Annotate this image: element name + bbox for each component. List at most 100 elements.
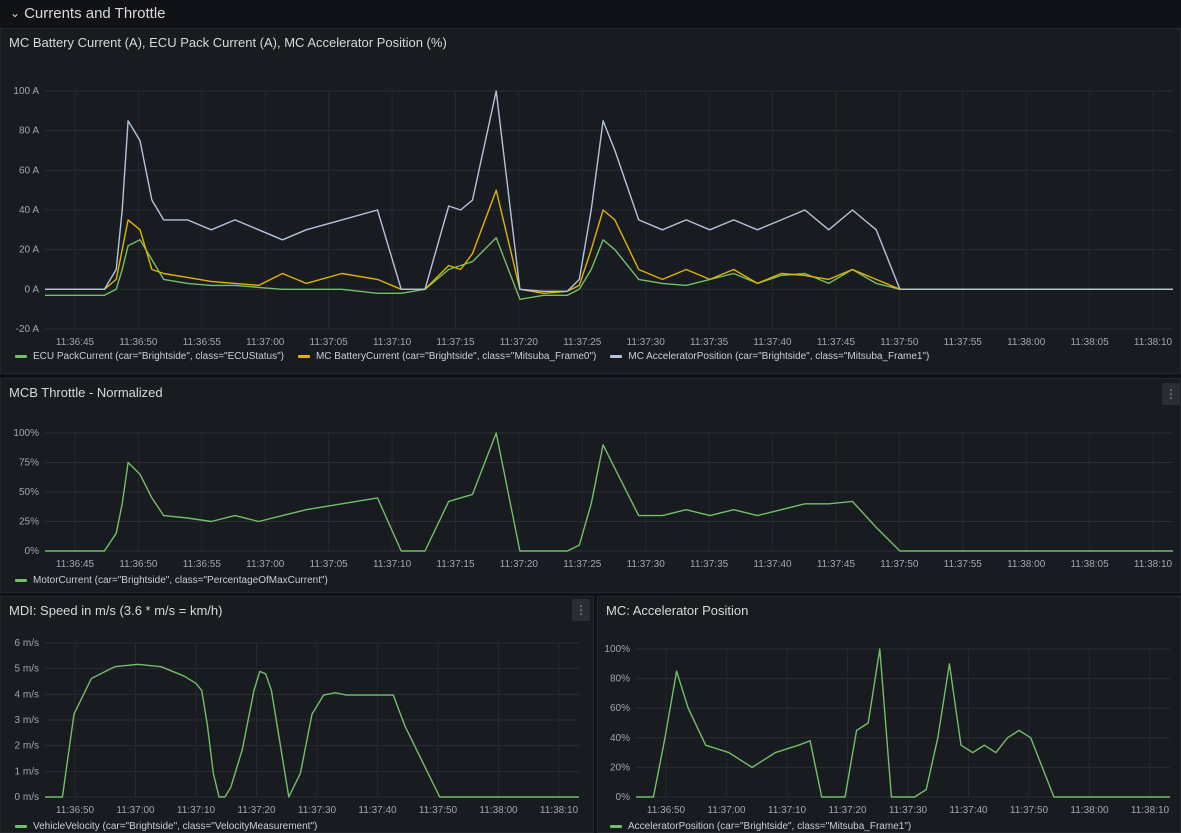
x-tick-label: 11:37:50 xyxy=(1010,805,1049,816)
panel-throttle[interactable]: MCB Throttle - Normalized ⋮ 0% 25% 50% 75% 1… xyxy=(0,378,1181,593)
x-tick-label: 11:36:50 xyxy=(56,805,95,816)
x-tick-label: 11:37:10 xyxy=(373,559,412,570)
legend-item-accelerator-position[interactable]: AcceleratorPosition (car="Brightside", c… xyxy=(610,821,911,832)
panel-title: MCB Throttle - Normalized xyxy=(9,385,163,400)
x-tick-label: 11:37:40 xyxy=(358,805,397,816)
y-tick-label: 0% xyxy=(25,546,40,557)
legend-swatch xyxy=(610,825,622,828)
y-tick-label: 50% xyxy=(19,487,39,498)
x-tick-label: 11:36:55 xyxy=(183,337,222,348)
legend: AcceleratorPosition (car="Brightside", c… xyxy=(610,821,911,832)
panel-currents[interactable]: MC Battery Current (A), ECU Pack Current… xyxy=(0,28,1181,374)
x-tick-label: 11:37:20 xyxy=(828,805,867,816)
y-tick-label: 40% xyxy=(610,733,630,744)
panel-title: MDI: Speed in m/s (3.6 * m/s = km/h) xyxy=(9,603,223,618)
y-tick-label: 5 m/s xyxy=(15,664,39,675)
y-tick-label: 75% xyxy=(19,458,39,469)
legend-swatch xyxy=(15,825,27,828)
panel-title: MC Battery Current (A), ECU Pack Current… xyxy=(9,35,447,50)
x-tick-label: 11:37:00 xyxy=(246,337,285,348)
x-tick-label: 11:38:10 xyxy=(1131,805,1170,816)
series-line xyxy=(45,90,1173,292)
legend-item-velocity[interactable]: VehicleVelocity (car="Brightside", class… xyxy=(15,821,317,832)
chart-currents: -20 A 0 A 20 A 40 A 60 A 80 A 100 A 11:36:45 11:… xyxy=(13,86,1173,348)
y-tick-label: 0% xyxy=(616,792,631,803)
legend: MotorCurrent (car="Brightside", class="P… xyxy=(15,575,328,586)
legend-label: ECU PackCurrent (car="Brightside", class… xyxy=(33,351,284,362)
x-tick-label: 11:37:45 xyxy=(817,337,856,348)
panel-menu-button[interactable]: ⋮ xyxy=(572,599,590,621)
x-tick-label: 11:37:00 xyxy=(246,559,285,570)
y-tick-label: 20% xyxy=(610,762,630,773)
panel-title: MC: Accelerator Position xyxy=(606,603,749,618)
legend-swatch xyxy=(15,579,27,582)
row-title: Currents and Throttle xyxy=(24,4,166,22)
y-tick-label: 40 A xyxy=(19,205,39,216)
chart-speed: 0 m/s 1 m/s 2 m/s 3 m/s 4 m/s 5 m/s 6 m/s 11:36… xyxy=(15,638,579,816)
series-line xyxy=(45,237,1173,300)
x-tick-label: 11:37:30 xyxy=(627,337,666,348)
x-tick-label: 11:36:45 xyxy=(56,559,95,570)
x-tick-label: 11:37:05 xyxy=(310,337,349,348)
x-tick-label: 11:36:50 xyxy=(119,337,158,348)
x-tick-label: 11:37:10 xyxy=(177,805,216,816)
x-tick-label: 11:37:50 xyxy=(880,337,919,348)
x-tick-label: 11:37:45 xyxy=(817,559,856,570)
x-tick-label: 11:37:40 xyxy=(753,337,792,348)
legend-item-motor-current[interactable]: MotorCurrent (car="Brightside", class="P… xyxy=(15,575,328,586)
legend-label: MC BatteryCurrent (car="Brightside", cla… xyxy=(315,351,597,362)
x-tick-label: 11:37:30 xyxy=(889,805,928,816)
x-tick-label: 11:37:50 xyxy=(419,805,458,816)
chart-throttle: 0% 25% 50% 75% 100% 11:36:45 11:36:50 11:36:55 1… xyxy=(13,428,1173,570)
y-tick-label: 1 m/s xyxy=(15,766,39,777)
x-tick-label: 11:38:10 xyxy=(1134,559,1173,570)
x-tick-label: 11:38:05 xyxy=(1070,337,1109,348)
x-tick-label: 11:37:25 xyxy=(563,559,602,570)
x-tick-label: 11:37:50 xyxy=(880,559,919,570)
x-tick-label: 11:37:35 xyxy=(690,559,729,570)
y-tick-label: 20 A xyxy=(19,245,39,256)
x-tick-label: 11:37:05 xyxy=(310,559,349,570)
legend-label: MotorCurrent (car="Brightside", class="P… xyxy=(33,575,328,586)
legend-label: MC AcceleratorPosition (car="Brightside"… xyxy=(628,351,930,362)
x-tick-label: 11:38:10 xyxy=(1134,337,1173,348)
y-tick-label: 0 m/s xyxy=(15,792,39,803)
x-tick-label: 11:37:15 xyxy=(436,559,475,570)
chart-accelerator: 0% 20% 40% 60% 80% 100% 11:36:50 11:37:00 11:37:… xyxy=(604,644,1170,816)
chevron-down-icon[interactable]: ⌄ xyxy=(10,6,21,20)
x-tick-label: 11:37:30 xyxy=(298,805,337,816)
x-tick-label: 11:37:40 xyxy=(753,559,792,570)
x-tick-label: 11:37:00 xyxy=(707,805,746,816)
y-tick-label: 60% xyxy=(610,703,630,714)
x-tick-label: 11:38:00 xyxy=(479,805,518,816)
x-tick-label: 11:38:05 xyxy=(1070,559,1109,570)
legend-item-ecu[interactable]: ECU PackCurrent (car="Brightside", class… xyxy=(15,351,284,362)
y-tick-label: 100 A xyxy=(13,86,39,97)
y-tick-label: 6 m/s xyxy=(15,638,39,649)
y-tick-label: 100% xyxy=(13,428,39,439)
x-tick-label: 11:36:50 xyxy=(647,805,686,816)
y-tick-label: 80% xyxy=(610,674,630,685)
legend-label: VehicleVelocity (car="Brightside", class… xyxy=(33,821,318,832)
x-tick-label: 11:37:00 xyxy=(116,805,155,816)
series-line xyxy=(45,663,579,798)
y-tick-label: 80 A xyxy=(19,126,39,137)
series-line xyxy=(636,648,1170,798)
legend-item-battery[interactable]: MC BatteryCurrent (car="Brightside", cla… xyxy=(297,351,597,362)
row-header[interactable]: ⌄ Currents and Throttle xyxy=(0,0,1181,26)
x-tick-label: 11:37:15 xyxy=(436,337,475,348)
x-tick-label: 11:38:00 xyxy=(1007,337,1046,348)
series-line xyxy=(45,432,1173,552)
y-tick-label: 100% xyxy=(604,644,630,655)
x-tick-label: 11:37:35 xyxy=(690,337,729,348)
legend-item-accelerator[interactable]: MC AcceleratorPosition (car="Brightside"… xyxy=(610,351,929,362)
y-tick-label: 3 m/s xyxy=(15,715,39,726)
panel-speed[interactable]: MDI: Speed in m/s (3.6 * m/s = km/h) ⋮ 0… xyxy=(0,596,594,833)
y-tick-label: 0 A xyxy=(25,284,40,295)
panel-menu-button[interactable]: ⋮ xyxy=(1162,383,1180,405)
panel-accelerator[interactable]: MC: Accelerator Position 0% 20% 40% 60% 80% 1… xyxy=(597,596,1181,833)
x-tick-label: 11:37:10 xyxy=(373,337,412,348)
x-tick-label: 11:38:00 xyxy=(1070,805,1109,816)
legend: VehicleVelocity (car="Brightside", class… xyxy=(15,821,317,832)
y-tick-label: 60 A xyxy=(19,165,39,176)
